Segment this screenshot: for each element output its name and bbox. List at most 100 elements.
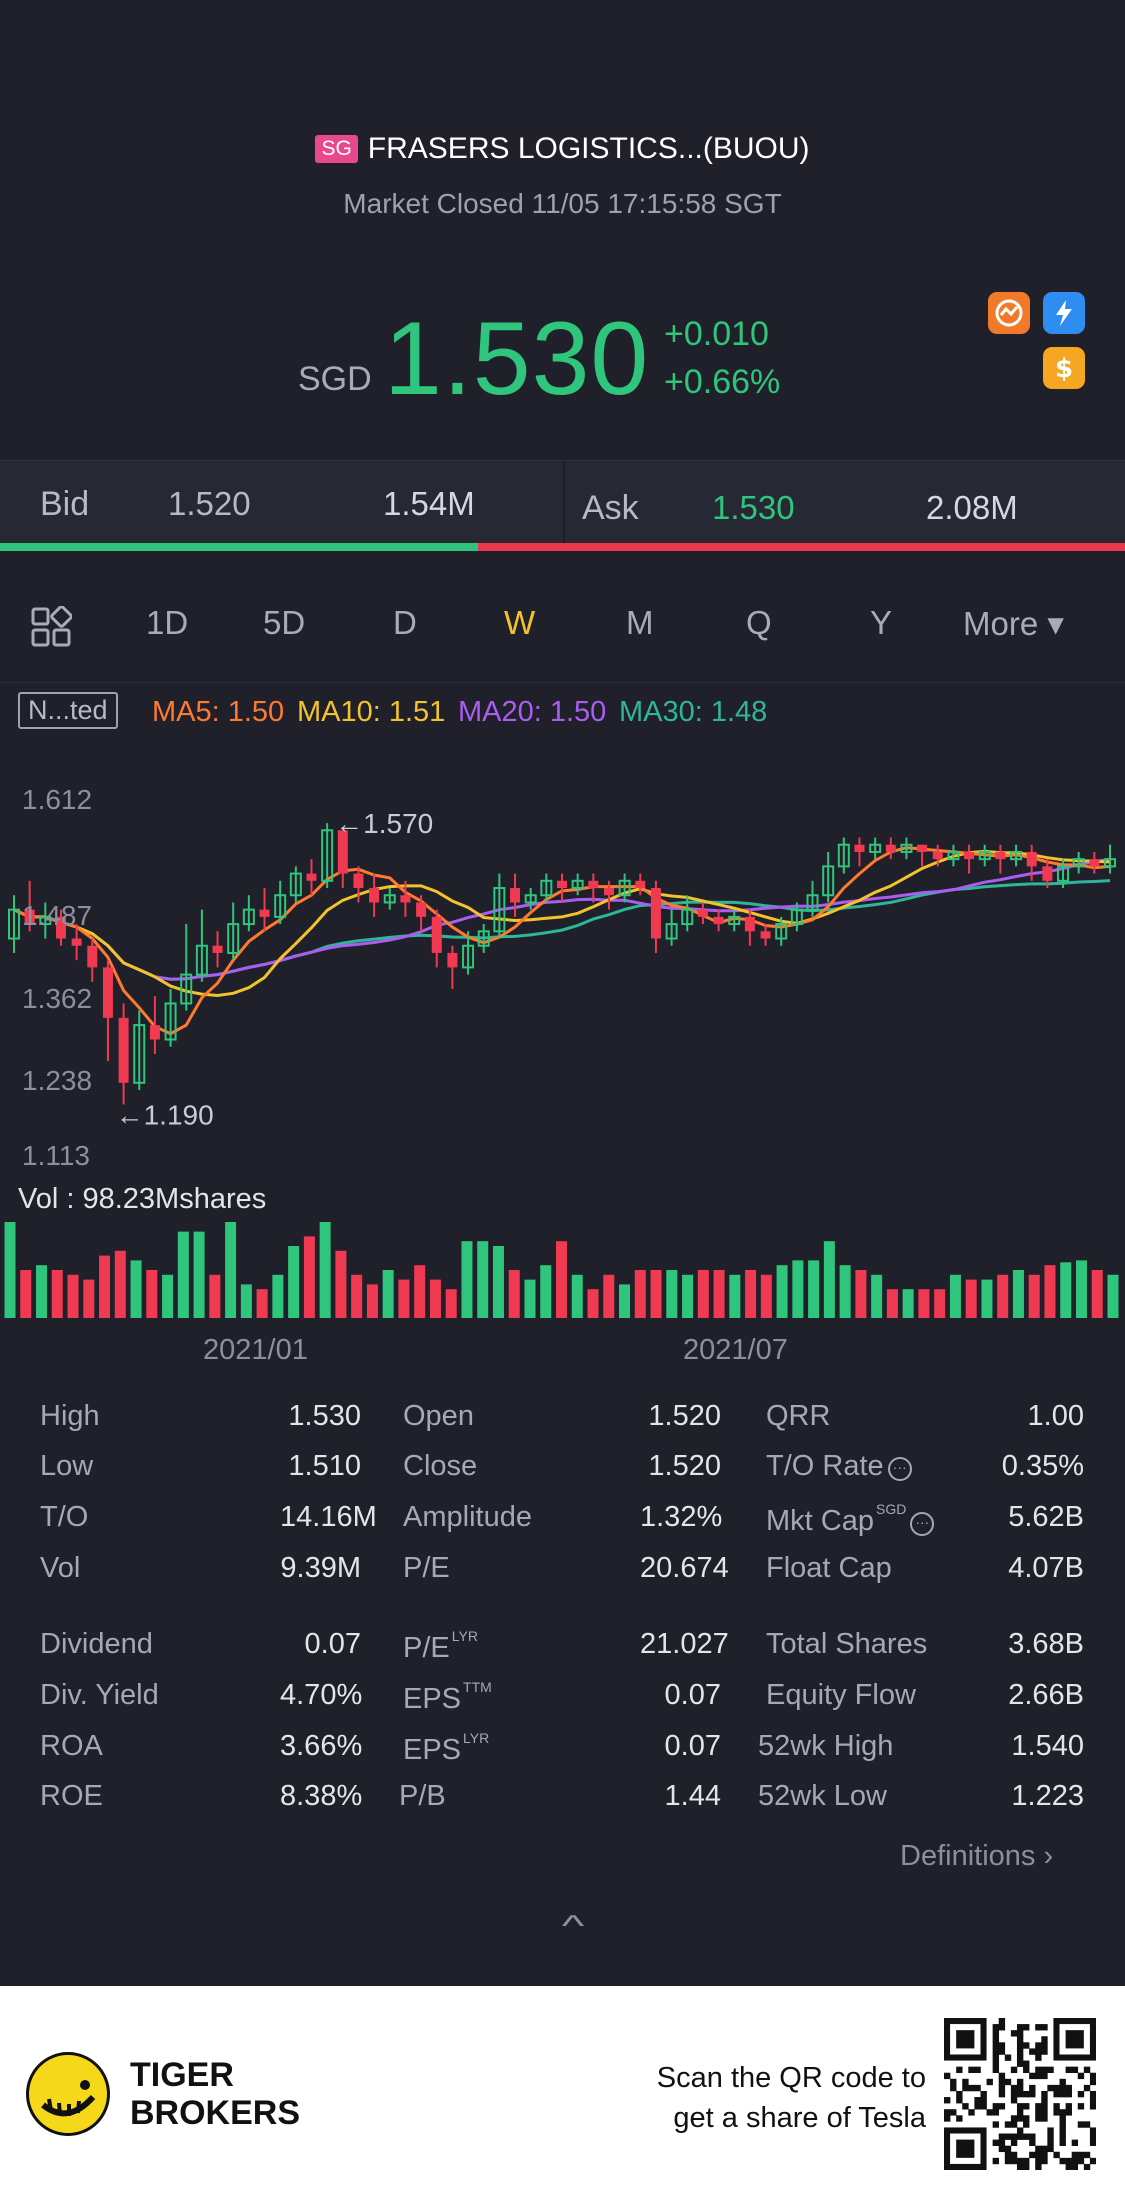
volume-bar (508, 1270, 520, 1318)
candle-body (274, 894, 287, 918)
bid-ratio-bar (0, 543, 479, 551)
qr-module (1016, 2133, 1024, 2140)
qr-module (1029, 2048, 1036, 2055)
qr-module (944, 2115, 951, 2122)
ma10-label: MA10: 1.51 (297, 696, 446, 728)
qr-module (1083, 2066, 1091, 2074)
dollar-icon[interactable]: $ (1043, 347, 1085, 389)
volume-bar (713, 1270, 725, 1318)
promo-text: Scan the QR code to get a share of Tesla (580, 2058, 926, 2138)
tab-q[interactable]: Q (746, 604, 772, 641)
qr-module (1059, 2109, 1066, 2116)
qr-module (1089, 2133, 1096, 2140)
tab-y[interactable]: Y (870, 604, 893, 641)
brand-line: TIGER (130, 2056, 234, 2094)
volume-bar (335, 1250, 347, 1318)
volume-bar (20, 1270, 32, 1318)
volume-bar (99, 1255, 111, 1318)
stat-label-text: QRR (766, 1400, 831, 1432)
qr-module (1047, 2066, 1054, 2074)
candle-body (635, 880, 646, 889)
qr-module (1059, 2115, 1066, 2122)
x-tick: 2021/01 (203, 1334, 308, 1366)
candle-body (242, 908, 255, 926)
tab-m[interactable]: M (626, 604, 654, 641)
tab-w[interactable]: W (504, 604, 536, 641)
tab-more[interactable]: More ▾ (963, 605, 1064, 642)
qr-module (1023, 2157, 1030, 2165)
tab-5d[interactable]: 5D (263, 604, 306, 641)
qr-module (1077, 2121, 1085, 2128)
qr-module (1029, 2072, 1036, 2080)
qr-module (962, 2084, 969, 2092)
definitions-link[interactable]: Definitions › (900, 1840, 1054, 1872)
qr-module (1035, 2115, 1042, 2122)
candle-body (321, 829, 334, 882)
lightning-icon[interactable] (1043, 292, 1085, 334)
stat-value: 2.66B (1008, 1679, 1084, 1711)
adjust-mode-button[interactable]: N...ted (18, 692, 118, 729)
tab-1d[interactable]: 1D (146, 604, 189, 641)
qr-code[interactable] (944, 2018, 1096, 2170)
quote-header: SG FRASERS LOGISTICS...(BUOU) Market Clos… (0, 0, 1125, 460)
info-icon[interactable]: ··· (887, 1457, 912, 1481)
volume-bar (177, 1231, 189, 1318)
stat-label-superscript: LYR (451, 1628, 478, 1644)
candle-body (900, 843, 913, 853)
qr-module (1016, 2060, 1024, 2067)
qr-module (1047, 2127, 1054, 2134)
candle-body (681, 908, 694, 926)
candle-body (180, 973, 193, 1005)
qr-module (1047, 2133, 1054, 2140)
ask-label: Ask (582, 489, 639, 527)
qr-module (1083, 2151, 1091, 2159)
qr-module (1029, 2139, 1036, 2146)
stat-label-text: P/E (403, 1632, 450, 1664)
volume-bar (697, 1270, 709, 1318)
candle-body (71, 938, 82, 946)
qr-module (1035, 2072, 1042, 2080)
tab-d[interactable]: D (393, 604, 417, 641)
candle-body (917, 844, 928, 852)
qr-module (950, 2078, 957, 2086)
stat-label: T/O (40, 1501, 88, 1534)
candle-body (947, 850, 960, 861)
market-status: Market Closed 11/05 17:15:58 SGT (343, 188, 782, 219)
volume-bar (524, 1279, 536, 1318)
options-icon[interactable] (988, 292, 1030, 334)
stat-label: Float Cap (766, 1552, 892, 1585)
candle-body (133, 1024, 146, 1084)
qr-module (1077, 2151, 1085, 2159)
qr-module (1041, 2066, 1048, 2074)
candle-body (806, 894, 819, 911)
qr-module (1035, 2109, 1042, 2116)
qr-module (1053, 2103, 1060, 2110)
kline-chart[interactable]: ←1.570 ←1.190 (0, 760, 1125, 1360)
stock-title[interactable]: SG FRASERS LOGISTICS...(BUOU) (0, 132, 1125, 166)
volume-bar (997, 1274, 1009, 1318)
qr-finder (1065, 2030, 1084, 2049)
candle-body (618, 879, 631, 897)
currency-label: SGD (298, 360, 372, 398)
candle-body (697, 909, 708, 917)
qr-module (992, 2030, 1000, 2037)
qr-module (998, 2024, 1006, 2031)
info-icon[interactable]: ··· (910, 1512, 935, 1536)
qr-module (1023, 2115, 1030, 2122)
candle-body (289, 872, 302, 897)
stat-label-text: EPS (403, 1734, 462, 1766)
volume-bar (146, 1270, 158, 1318)
volume-bar (934, 1289, 946, 1318)
qr-module (944, 2109, 951, 2116)
candle-body (1089, 859, 1100, 867)
qr-module (992, 2036, 1000, 2043)
stat-label: 52wk High (758, 1730, 893, 1763)
qr-module (1047, 2145, 1054, 2153)
candle-body (524, 894, 537, 904)
qr-module (1029, 2151, 1036, 2159)
qr-module (974, 2097, 981, 2104)
qr-module (1010, 2030, 1018, 2037)
qr-module (1023, 2121, 1030, 2128)
layout-grid-icon[interactable] (30, 605, 73, 656)
chevron-up-icon[interactable]: ^ (561, 1910, 585, 1943)
